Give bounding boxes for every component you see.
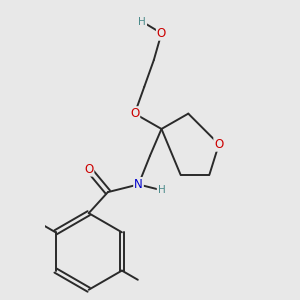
Text: O: O <box>130 107 139 120</box>
Text: H: H <box>158 185 165 195</box>
Text: H: H <box>139 17 146 27</box>
Text: O: O <box>84 163 93 176</box>
Text: O: O <box>157 27 166 40</box>
Text: N: N <box>134 178 143 191</box>
Text: O: O <box>214 138 224 151</box>
